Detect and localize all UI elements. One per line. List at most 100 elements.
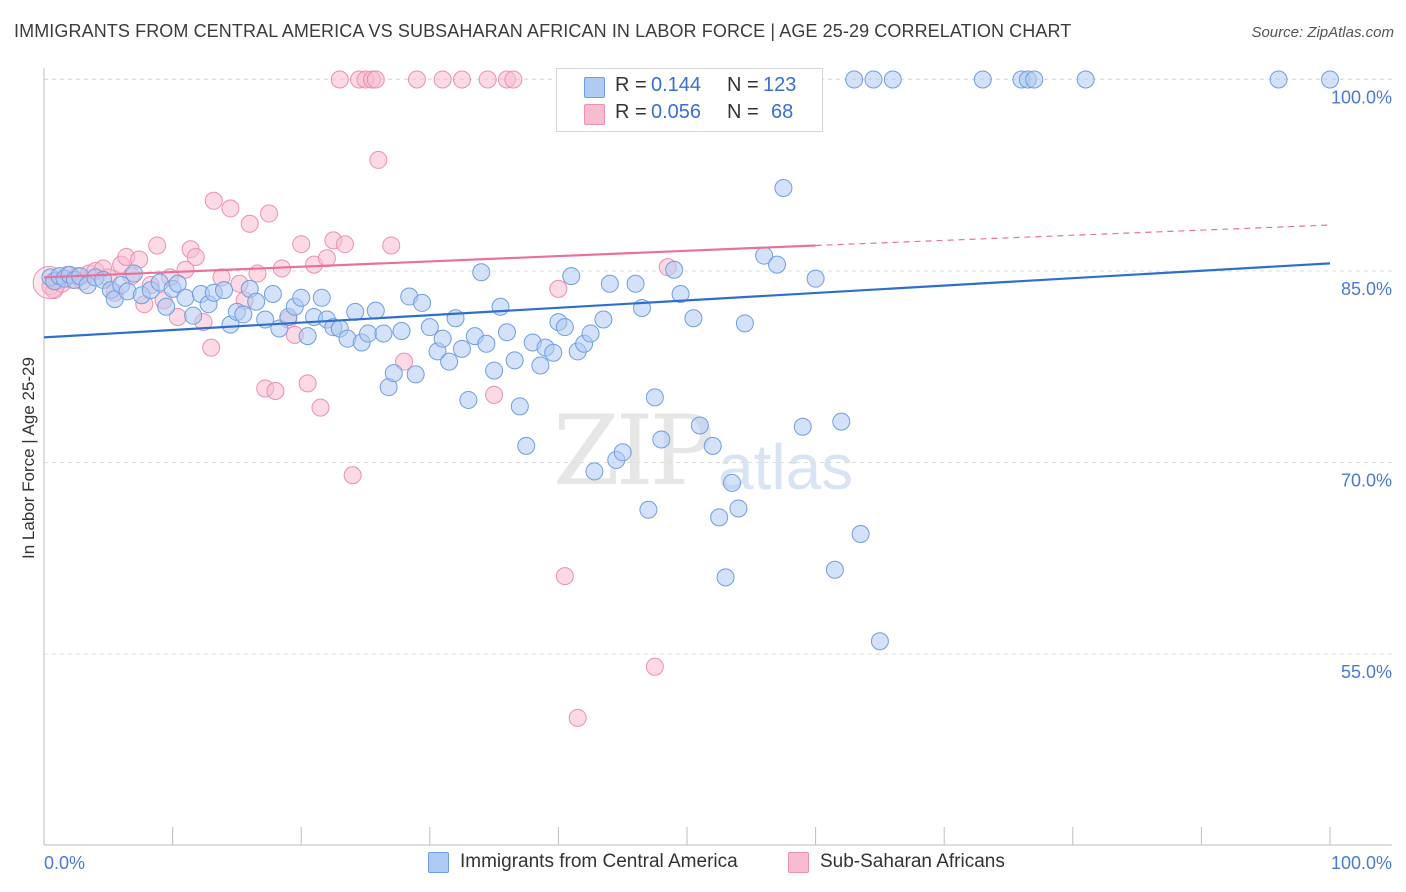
data-point-pink xyxy=(382,236,401,255)
source-label[interactable]: Source: ZipAtlas.com xyxy=(1251,24,1394,41)
r-value: 0.144 xyxy=(651,74,702,96)
data-point-pink xyxy=(148,236,167,255)
y-tick-label: 100.0% xyxy=(1331,88,1392,108)
trend-line-blue xyxy=(43,262,1331,339)
data-point-pink xyxy=(317,249,336,268)
n-label: N = xyxy=(727,74,759,96)
data-point-pink xyxy=(292,235,311,254)
r-value: 0.056 xyxy=(651,101,702,123)
data-point-blue xyxy=(413,293,432,312)
data-point-blue xyxy=(735,314,754,333)
watermark-zip: ZIP xyxy=(553,395,714,507)
data-point-blue xyxy=(157,297,176,316)
data-point-pink xyxy=(176,260,195,279)
data-point-blue xyxy=(1025,70,1044,89)
data-point-blue xyxy=(585,462,604,481)
pink-series-points xyxy=(32,70,703,727)
data-point-pink xyxy=(186,247,205,266)
pink-legend-icon xyxy=(788,852,809,873)
data-point-pink xyxy=(260,204,279,223)
axis-labels: 55.0% 70.0% 85.0% 100.0% 0.0% 100.0% In Labor … xyxy=(19,88,1392,874)
data-point-blue xyxy=(168,274,187,293)
data-point-blue xyxy=(613,443,632,462)
data-point-blue xyxy=(477,334,496,353)
data-point-blue xyxy=(384,364,403,383)
n-label: N = xyxy=(727,101,759,123)
n-value: 123 xyxy=(763,74,797,96)
data-point-pink xyxy=(330,70,349,89)
data-point-pink xyxy=(202,338,221,357)
data-point-pink xyxy=(645,657,664,676)
data-point-blue xyxy=(406,365,425,384)
r-label: R = xyxy=(615,74,647,96)
y-tick-label: 55.0% xyxy=(1341,662,1392,682)
data-point-blue xyxy=(517,436,536,455)
data-point-blue xyxy=(392,322,411,341)
grid-lines xyxy=(44,78,1392,655)
data-point-blue xyxy=(639,500,658,519)
data-point-pink xyxy=(555,567,574,586)
data-point-pink xyxy=(549,279,568,298)
data-point-pink xyxy=(266,382,285,401)
data-point-pink xyxy=(504,70,523,89)
data-point-blue xyxy=(581,324,600,343)
data-point-blue xyxy=(505,351,524,370)
data-point-blue xyxy=(768,255,787,274)
data-point-pink xyxy=(395,352,414,371)
data-point-blue xyxy=(531,356,550,375)
data-point-blue xyxy=(366,301,385,320)
chart-title: IMMIGRANTS FROM CENTRAL AMERICA VS SUBSA… xyxy=(14,21,1072,41)
data-point-blue xyxy=(626,274,645,293)
data-point-blue xyxy=(832,412,851,431)
pink-legend-label: Sub-Saharan Africans xyxy=(820,851,1005,872)
data-point-blue xyxy=(1076,70,1095,89)
trend-lines xyxy=(43,224,1331,339)
data-point-pink xyxy=(343,466,362,485)
data-point-pink xyxy=(433,70,452,89)
data-point-blue xyxy=(247,292,266,311)
blue-legend-icon xyxy=(428,852,449,873)
data-point-blue xyxy=(665,260,684,279)
data-point-blue xyxy=(645,388,664,407)
data-point-blue xyxy=(703,436,722,455)
blue-swatch-icon xyxy=(584,77,605,98)
data-point-pink xyxy=(366,70,385,89)
data-point-blue xyxy=(176,288,195,307)
data-point-blue xyxy=(716,568,735,587)
trend-line-pink xyxy=(43,244,816,279)
watermark-atlas: atlas xyxy=(718,431,854,503)
data-point-pink xyxy=(452,70,471,89)
data-point-blue xyxy=(600,274,619,293)
data-point-blue xyxy=(485,361,504,380)
data-point-blue xyxy=(346,302,365,321)
data-point-blue xyxy=(544,343,563,362)
data-point-blue xyxy=(497,323,516,342)
data-point-blue xyxy=(723,473,742,492)
data-point-blue xyxy=(374,324,393,343)
data-point-blue xyxy=(825,560,844,579)
correlation-legend: R = 0.144 N = 123 R = 0.056 N = 68 xyxy=(556,68,823,132)
data-point-blue xyxy=(729,499,748,518)
data-point-pink xyxy=(568,708,587,727)
data-point-blue xyxy=(562,267,581,286)
data-point-blue xyxy=(774,179,793,198)
data-point-blue xyxy=(845,70,864,89)
r-label: R = xyxy=(615,101,647,123)
trend-line-pink-extension xyxy=(815,224,1331,247)
data-point-blue xyxy=(710,508,729,527)
pink-swatch-icon xyxy=(584,104,605,125)
x-tick-label: 0.0% xyxy=(44,853,85,873)
data-point-pink xyxy=(204,191,223,210)
data-point-blue xyxy=(793,417,812,436)
blue-series-points xyxy=(41,70,1339,651)
data-point-pink xyxy=(485,385,504,404)
data-point-blue xyxy=(420,318,439,337)
data-point-blue xyxy=(671,284,690,303)
data-point-blue xyxy=(1321,70,1339,89)
data-point-blue xyxy=(312,288,331,307)
data-point-blue xyxy=(215,281,234,300)
legend-row-pink: R = 0.056 N = 68 xyxy=(557,101,822,127)
data-point-blue xyxy=(459,390,478,409)
data-point-blue xyxy=(510,397,529,416)
